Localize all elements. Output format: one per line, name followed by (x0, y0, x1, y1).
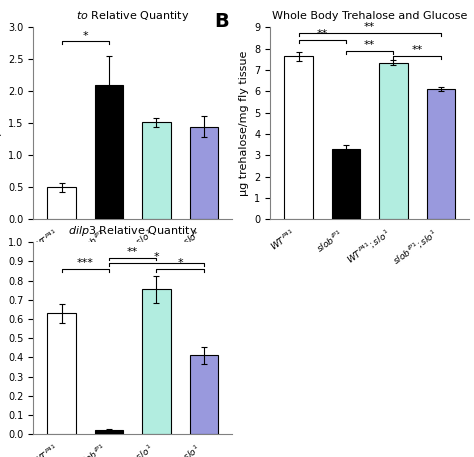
Text: $WT^{P41};slo^1$: $WT^{P41};slo^1$ (107, 227, 156, 267)
Text: $WT^{P41};slo^1$: $WT^{P41};slo^1$ (344, 227, 393, 267)
Text: **: ** (127, 247, 138, 257)
Bar (379, 63, 408, 219)
Bar (332, 149, 360, 219)
Bar (95, 85, 123, 219)
Y-axis label: $dilp3/RL32$: $dilp3/RL32$ (0, 308, 2, 368)
Text: $WT^{P41}$: $WT^{P41}$ (268, 227, 299, 254)
Text: *: * (154, 252, 159, 262)
Text: $WT^{P41};slo^1$: $WT^{P41};slo^1$ (107, 442, 156, 457)
Y-axis label: to/RL32: to/RL32 (0, 102, 2, 145)
Text: $WT^{P41}$: $WT^{P41}$ (31, 442, 62, 457)
Text: $slob^{IP1};slo^1$: $slob^{IP1};slo^1$ (153, 227, 204, 268)
Text: **: ** (411, 45, 423, 55)
Title: $\it{dilp3}$ Relative Quantity: $\it{dilp3}$ Relative Quantity (68, 224, 198, 238)
Text: **: ** (364, 40, 375, 50)
Text: $slob^{IP1}$: $slob^{IP1}$ (314, 227, 346, 255)
Bar (47, 313, 76, 434)
Bar (284, 56, 313, 219)
Bar (190, 356, 218, 434)
Y-axis label: μg trehalose/mg fly tissue: μg trehalose/mg fly tissue (238, 51, 249, 196)
Text: $WT^{P41}$: $WT^{P41}$ (31, 227, 62, 254)
Text: ***: *** (77, 258, 94, 268)
Bar (142, 289, 171, 434)
Bar (47, 187, 76, 219)
Text: $slob^{IP1}$: $slob^{IP1}$ (77, 227, 109, 255)
Bar (95, 430, 123, 434)
Text: **: ** (364, 22, 375, 32)
Text: **: ** (317, 29, 328, 39)
Text: $slob^{IP1}$: $slob^{IP1}$ (77, 442, 109, 457)
Bar (427, 89, 455, 219)
Text: B: B (214, 12, 229, 31)
Text: $slob^{IP1};slo^1$: $slob^{IP1};slo^1$ (153, 442, 204, 457)
Title: $\it{to}$ Relative Quantity: $\it{to}$ Relative Quantity (76, 9, 190, 23)
Text: *: * (82, 31, 88, 41)
Title: Whole Body Trehalose and Glucose: Whole Body Trehalose and Glucose (272, 11, 467, 21)
Text: $slob^{IP1};slo^1$: $slob^{IP1};slo^1$ (390, 227, 441, 268)
Bar (190, 127, 218, 219)
Text: *: * (177, 258, 183, 268)
Bar (142, 122, 171, 219)
